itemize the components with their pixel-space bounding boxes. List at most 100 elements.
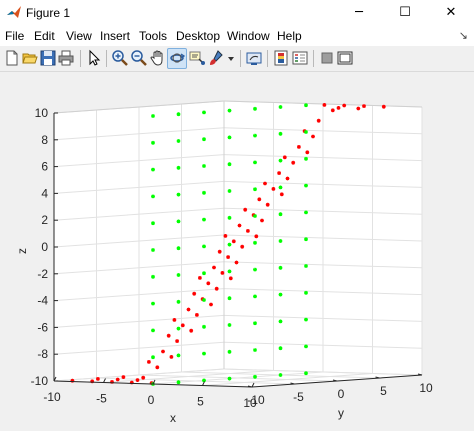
close-button[interactable]: ✕ — [445, 5, 457, 20]
data-point-green — [202, 324, 206, 329]
data-point-green — [304, 290, 308, 295]
data-point-green — [151, 221, 155, 226]
data-point-green — [176, 326, 181, 331]
data-point-green — [202, 244, 206, 249]
new-figure-icon[interactable] — [3, 49, 21, 67]
data-point-red — [147, 360, 151, 364]
edit-plot-arrow-icon[interactable] — [85, 49, 103, 67]
data-point-green — [253, 187, 257, 192]
menu-desktop[interactable]: Desktop — [176, 29, 221, 43]
pan-hand-icon[interactable] — [149, 49, 167, 67]
data-point-green — [227, 323, 232, 327]
data-point-red — [217, 249, 222, 254]
data-point-red — [265, 202, 270, 207]
data-point-green — [176, 299, 181, 304]
data-point-green — [304, 344, 308, 349]
data-point-green — [151, 355, 155, 360]
data-point-green — [278, 158, 283, 163]
data-point-red — [381, 104, 386, 109]
data-point-red — [141, 375, 146, 380]
y-axis-label: y — [338, 406, 344, 420]
menu-view[interactable]: View — [66, 29, 92, 43]
z-tick-label: 2 — [41, 213, 48, 227]
menu-edit[interactable]: Edit — [34, 29, 55, 43]
x-tick-label: -10 — [43, 390, 61, 404]
data-point-green — [304, 317, 308, 322]
z-tick-label: 0 — [41, 240, 48, 254]
brush-icon[interactable] — [208, 49, 226, 67]
y-tick-mark — [247, 385, 253, 388]
data-point-green — [278, 373, 283, 377]
link-plot-icon[interactable] — [245, 49, 263, 67]
data-point-red — [175, 339, 179, 343]
z-tick-label: -8 — [37, 347, 48, 361]
y-tick-mark — [417, 373, 423, 376]
data-point-red — [172, 318, 177, 322]
data-point-red — [209, 302, 213, 307]
y-tick-mark — [375, 376, 380, 379]
data-point-green — [304, 183, 308, 188]
data-point-red — [231, 239, 236, 244]
data-point-green — [176, 273, 181, 277]
menu-insert[interactable]: Insert — [100, 29, 131, 43]
maximize-button[interactable]: ☐ — [399, 5, 411, 20]
data-point-green — [227, 135, 232, 140]
data-point-green — [278, 239, 283, 243]
zoom-in-icon[interactable] — [111, 49, 129, 67]
menu-help[interactable]: Help — [277, 29, 302, 43]
zoom-out-icon[interactable] — [130, 49, 148, 67]
insert-legend-icon[interactable] — [291, 49, 309, 67]
data-point-red — [90, 379, 95, 384]
open-file-icon[interactable] — [21, 49, 39, 67]
menu-overflow-arrow-icon[interactable]: ↘ — [458, 30, 468, 42]
data-point-green — [227, 215, 232, 220]
print-icon[interactable] — [57, 49, 75, 67]
data-point-green — [176, 139, 181, 143]
data-point-green — [227, 242, 232, 247]
z-tick-label: -6 — [37, 320, 48, 334]
show-plot-tools-icon[interactable] — [336, 49, 354, 67]
hide-plot-tools-icon[interactable] — [318, 49, 336, 67]
data-point-red — [115, 377, 120, 382]
data-point-green — [151, 114, 155, 118]
save-icon[interactable] — [39, 49, 57, 67]
data-point-green — [176, 112, 181, 117]
data-point-green — [176, 246, 181, 251]
data-point-red — [192, 291, 197, 296]
insert-colorbar-icon[interactable] — [272, 49, 290, 67]
y-tick-label: 10 — [419, 381, 433, 395]
brush-dropdown-icon[interactable] — [228, 56, 234, 62]
data-point-red — [220, 271, 225, 275]
data-point-green — [253, 321, 257, 326]
data-point-red — [214, 286, 219, 291]
data-point-red — [271, 187, 276, 191]
x-tick-mark — [251, 382, 255, 388]
data-point-red — [155, 365, 160, 370]
data-point-green — [151, 248, 155, 252]
data-point-green — [202, 110, 206, 115]
grid-line-y — [96, 377, 295, 385]
data-point-green — [278, 319, 283, 324]
data-point-red — [129, 380, 134, 385]
y-tick-label: -5 — [293, 390, 304, 404]
data-point-red — [316, 118, 321, 123]
menu-file[interactable]: File — [5, 29, 25, 43]
data-point-red — [240, 244, 245, 249]
z-tick-label: -4 — [37, 294, 48, 308]
data-cursor-icon[interactable] — [188, 49, 206, 67]
z-tick-label: 4 — [41, 186, 48, 200]
x-tick-label: 5 — [197, 395, 204, 409]
data-point-green — [151, 140, 155, 145]
data-point-red — [362, 104, 366, 108]
data-point-red — [110, 380, 114, 384]
data-point-green — [253, 240, 257, 245]
menu-tools[interactable]: Tools — [139, 29, 168, 43]
data-point-red — [135, 378, 140, 382]
z-tick-label: -2 — [37, 267, 48, 281]
rotate-3d-icon[interactable] — [168, 49, 186, 67]
minimize-button[interactable]: ─ — [355, 5, 363, 20]
menu-window[interactable]: Window — [227, 29, 270, 43]
y-tick-label: 5 — [380, 384, 387, 398]
box-edge — [53, 100, 225, 114]
